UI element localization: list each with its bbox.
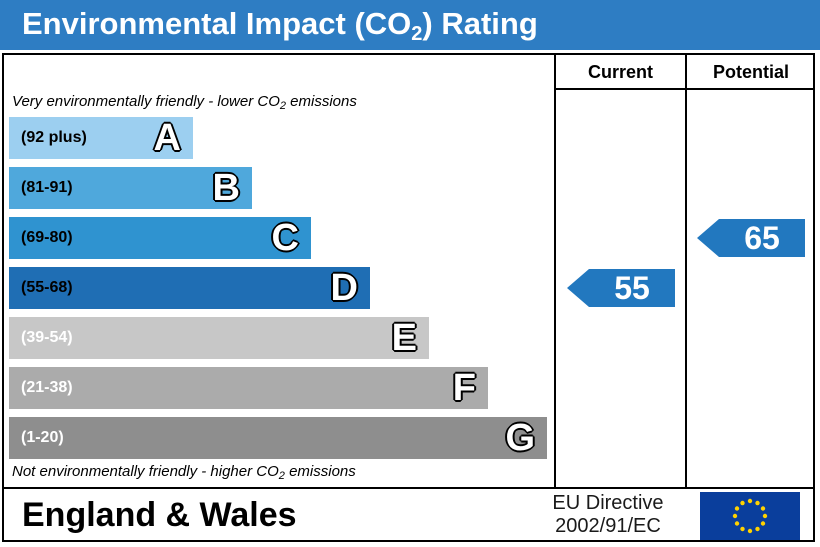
bottom-caption: Not environmentally friendly - higher CO…	[12, 463, 356, 482]
current-rating-arrow: 55	[567, 269, 675, 307]
band-a-letter: A	[153, 117, 181, 159]
band-g: (1-20) G	[9, 417, 547, 459]
potential-rating-value: 65	[744, 220, 780, 256]
band-b-range: (81-91)	[21, 179, 73, 196]
band-a: (92 plus) A	[9, 117, 193, 159]
band-c-range: (69-80)	[21, 229, 73, 246]
top-caption: Very environmentally friendly - lower CO…	[12, 93, 357, 112]
band-d-range: (55-68)	[21, 279, 73, 296]
band-f: (21-38) F	[9, 367, 488, 409]
band-e-letter: E	[391, 317, 417, 359]
rating-frame	[2, 53, 815, 542]
band-d: (55-68) D	[9, 267, 370, 309]
eu-star	[762, 513, 768, 519]
band-g-letter: G	[505, 417, 535, 459]
band-f-range: (21-38)	[21, 379, 73, 396]
page-title: Environmental Impact (CO2) Rating	[22, 6, 538, 45]
current-column-header: Current	[587, 62, 653, 82]
potential-column-header: Potential	[712, 62, 789, 82]
potential-arrow-shape	[697, 219, 805, 257]
eu-star	[755, 526, 760, 532]
eu-directive-line2: 2002/91/EC	[555, 515, 661, 537]
eu-star	[740, 526, 745, 532]
eu-directive-line1: EU Directive	[552, 492, 664, 514]
band-e-range: (39-54)	[21, 329, 73, 346]
column-divider-potential	[685, 53, 687, 489]
eu-flag-icon	[700, 492, 800, 540]
band-g-range: (1-20)	[21, 429, 64, 446]
eu-star	[747, 528, 753, 534]
eu-star	[760, 521, 766, 526]
band-c-letter: C	[271, 217, 299, 259]
column-divider-current	[554, 53, 556, 489]
eu-star	[734, 521, 740, 526]
band-e: (39-54) E	[9, 317, 429, 359]
eu-star	[747, 498, 753, 504]
eu-star	[732, 513, 738, 519]
band-d-letter: D	[330, 267, 358, 309]
band-a-range: (92 plus)	[21, 129, 87, 146]
eu-star	[734, 506, 740, 511]
eu-star	[755, 500, 760, 506]
band-b: (81-91) B	[9, 167, 252, 209]
current-rating-value: 55	[614, 270, 650, 306]
band-b-letter: B	[212, 167, 240, 209]
band-f-letter: F	[452, 367, 476, 409]
potential-rating-arrow: 65	[697, 219, 805, 257]
column-header-divider	[556, 88, 815, 90]
eu-star	[760, 506, 766, 511]
eu-directive: EU Directive 2002/91/EC	[526, 492, 690, 538]
band-c: (69-80) C	[9, 217, 311, 259]
header-bar: Environmental Impact (CO2) Rating	[0, 0, 820, 50]
footer-divider	[2, 487, 815, 489]
current-arrow-shape	[567, 269, 675, 307]
eu-star	[740, 500, 745, 506]
region-label: England & Wales	[22, 496, 297, 534]
